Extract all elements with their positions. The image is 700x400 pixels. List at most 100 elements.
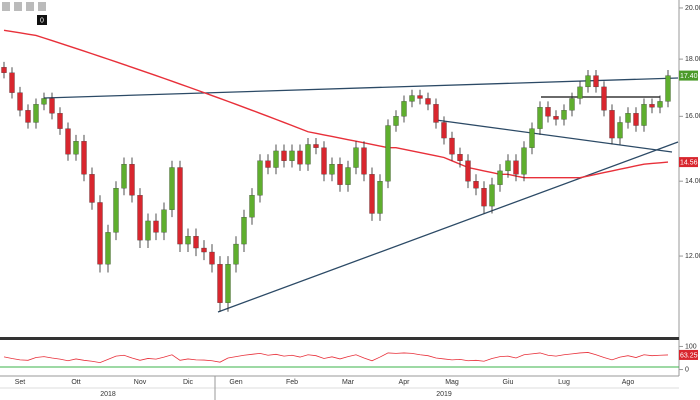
candle-body bbox=[73, 141, 79, 155]
x-tick-label: Feb bbox=[286, 379, 298, 386]
tool-button[interactable] bbox=[38, 2, 46, 11]
candle-body bbox=[129, 163, 135, 196]
badge-box[interactable] bbox=[37, 15, 47, 25]
candle-body bbox=[225, 264, 231, 303]
tool-button[interactable] bbox=[14, 2, 22, 11]
candle-body bbox=[633, 113, 639, 126]
candle-body bbox=[137, 195, 143, 241]
x-tick-label: Ott bbox=[71, 379, 80, 386]
candle-body bbox=[401, 101, 407, 117]
candle-body bbox=[185, 236, 191, 245]
candle-body bbox=[609, 110, 615, 139]
year-label: 2019 bbox=[436, 391, 452, 398]
candle-body bbox=[25, 110, 31, 123]
last-close-tag: 17.40 bbox=[680, 73, 698, 80]
ma-tag: 14.5617 bbox=[680, 159, 700, 166]
plot: 12.00 14.00 16.00 18.00 20.00 0 100 Set Ott Nov Di… bbox=[1, 5, 700, 398]
ma-tag-box bbox=[679, 157, 698, 168]
panel-separator bbox=[0, 337, 679, 340]
candle-body bbox=[393, 116, 399, 126]
x-tick-label: Set bbox=[15, 379, 26, 386]
candle-body bbox=[625, 113, 631, 123]
candle-body bbox=[513, 160, 519, 175]
candle-body bbox=[593, 75, 599, 88]
candle-body bbox=[441, 122, 447, 139]
x-tick-label: Nov bbox=[134, 379, 147, 386]
candle-body bbox=[585, 75, 591, 88]
candle-body bbox=[49, 98, 55, 114]
osc-tag-box bbox=[679, 349, 698, 360]
candle-body bbox=[345, 167, 351, 185]
candle-body bbox=[649, 104, 655, 108]
last-close-tag-box bbox=[679, 70, 698, 81]
tool-button[interactable] bbox=[2, 2, 10, 11]
candle-body bbox=[481, 188, 487, 207]
x-tick-label: Gen bbox=[229, 379, 242, 386]
candle-body bbox=[313, 144, 319, 148]
candle-body bbox=[449, 137, 455, 155]
candle-body bbox=[457, 154, 463, 161]
candle-body bbox=[489, 184, 495, 207]
candle-body bbox=[361, 147, 367, 175]
candle-body bbox=[569, 98, 575, 111]
candle-body bbox=[529, 128, 535, 148]
candle-body bbox=[1, 67, 7, 73]
candle-body bbox=[193, 236, 199, 249]
candle-body bbox=[217, 264, 223, 303]
candle-body bbox=[329, 163, 335, 175]
candle-body bbox=[561, 110, 567, 120]
x-tick-label: Mag bbox=[445, 379, 459, 386]
moving-average bbox=[3, 29, 669, 179]
candle-body bbox=[353, 147, 359, 168]
candle-body bbox=[281, 150, 287, 161]
candle-body bbox=[473, 181, 479, 189]
candle-body bbox=[209, 251, 215, 265]
tool-button[interactable] bbox=[26, 2, 34, 11]
candle-body bbox=[369, 174, 375, 214]
candle-body bbox=[273, 150, 279, 168]
candle-body bbox=[233, 243, 239, 265]
trendline bbox=[435, 119, 673, 153]
candle-body bbox=[113, 188, 119, 233]
candle-body bbox=[553, 116, 559, 120]
candle-body bbox=[265, 160, 271, 168]
candle-body bbox=[201, 247, 207, 253]
y-tick-label: 12.00 bbox=[685, 253, 700, 260]
x-tick-label: Dic bbox=[183, 379, 194, 386]
badge: 0 bbox=[40, 17, 44, 24]
y-tick-label: 16.00 bbox=[685, 113, 700, 120]
candle-body bbox=[9, 72, 15, 93]
candle-body bbox=[665, 75, 671, 102]
candle-body bbox=[385, 125, 391, 182]
osc-tick-label: 100 bbox=[685, 343, 697, 350]
candle-body bbox=[521, 147, 527, 175]
candle-body bbox=[601, 86, 607, 111]
candle-body bbox=[377, 181, 383, 214]
osc-tick-label: 0 bbox=[685, 366, 689, 373]
x-tick-label: Ago bbox=[622, 379, 635, 386]
candle-body bbox=[617, 122, 623, 139]
candle-body bbox=[177, 167, 183, 245]
oscillator bbox=[3, 352, 669, 364]
x-tick-label: Apr bbox=[399, 379, 411, 386]
candle-body bbox=[97, 202, 103, 265]
trendline bbox=[217, 141, 679, 313]
candle-body bbox=[465, 160, 471, 182]
candle-body bbox=[169, 167, 175, 210]
candle-body bbox=[161, 209, 167, 233]
trendline bbox=[43, 77, 679, 99]
candle-body bbox=[297, 150, 303, 165]
candle-body bbox=[321, 147, 327, 175]
candle-body bbox=[409, 95, 415, 102]
candle-body bbox=[105, 232, 111, 265]
candle-body bbox=[425, 98, 431, 105]
candle-body bbox=[289, 150, 295, 161]
candle-body bbox=[241, 217, 247, 245]
candle-body bbox=[145, 220, 151, 241]
x-tick-label: Mar bbox=[342, 379, 355, 386]
candle-body bbox=[89, 174, 95, 203]
candle-body bbox=[33, 104, 39, 123]
candle-body bbox=[17, 92, 23, 111]
y-tick-label: 14.00 bbox=[685, 178, 700, 185]
